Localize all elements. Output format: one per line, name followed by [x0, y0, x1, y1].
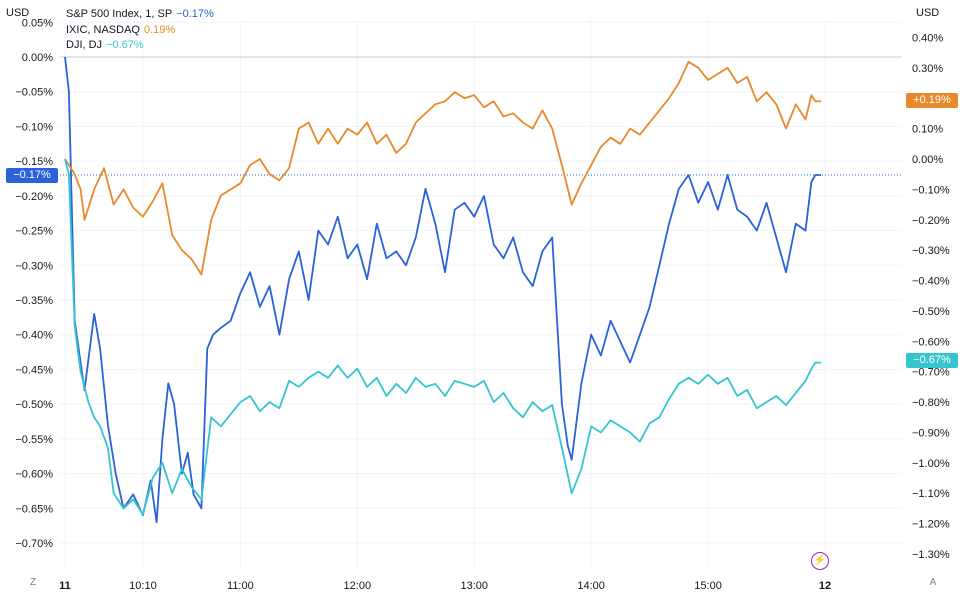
left-axis-tick-label: −0.50%	[15, 399, 53, 411]
legend-value: −0.17%	[176, 8, 214, 20]
right-axis-tick-label: −1.00%	[912, 458, 950, 470]
chart-legend: S&P 500 Index, 1, SP −0.17% IXIC, NASDAQ 0…	[66, 7, 214, 54]
bolt-icon[interactable]: ⚡	[811, 552, 829, 570]
x-axis-tick-label: 12	[819, 580, 831, 592]
x-axis-tick-label: 13:00	[460, 580, 488, 592]
right-axis-tick-label: −0.50%	[912, 306, 950, 318]
legend-item-dji[interactable]: DJI, DJ −0.67%	[66, 38, 214, 54]
x-axis-tick-label: 12:00	[344, 580, 372, 592]
left-axis-tick-label: 0.05%	[22, 17, 53, 29]
right-ixic-value-label: +0.19%	[906, 93, 958, 108]
left-axis-tick-label: −0.30%	[15, 260, 53, 272]
right-dji-value-label: −0.67%	[906, 353, 958, 368]
left-axis-tick-label: −0.60%	[15, 469, 53, 481]
right-axis-tick-label: −0.20%	[912, 215, 950, 227]
right-axis-tick-label: 0.40%	[912, 32, 943, 44]
left-axis-tick-label: −0.65%	[15, 503, 53, 515]
series-line-1	[64, 60, 822, 276]
left-axis-tick-label: −0.10%	[15, 121, 53, 133]
right-axis-tick-label: 0.10%	[912, 124, 943, 136]
right-axis-tick-label: 0.00%	[912, 154, 943, 166]
right-axis-tick-label: −0.80%	[912, 397, 950, 409]
right-axis-tick-label: −0.30%	[912, 245, 950, 257]
auto-scale-left-button[interactable]: Z	[29, 577, 37, 588]
left-axis-tick-label: −0.25%	[15, 226, 53, 238]
series-line-0	[64, 56, 822, 524]
legend-name: IXIC, NASDAQ	[66, 23, 140, 36]
right-axis-tick-label: −0.10%	[912, 184, 950, 196]
x-axis-tick-label: 14:00	[577, 580, 605, 592]
legend-name: DJI, DJ	[66, 39, 103, 51]
right-axis-tick-label: 0.30%	[912, 63, 943, 75]
right-currency-label: USD	[916, 7, 939, 19]
legend-value: 0.19%	[143, 23, 176, 36]
left-current-value-label: −0.17%	[6, 168, 58, 183]
left-currency-label: USD	[6, 7, 29, 19]
series-lines	[64, 56, 822, 524]
right-axis-tick-label: −0.60%	[912, 336, 950, 348]
left-axis-tick-label: −0.55%	[15, 434, 53, 446]
legend-item-spx[interactable]: S&P 500 Index, 1, SP −0.17%	[66, 7, 214, 23]
x-axis-tick-label: 11	[59, 580, 71, 592]
left-axis-tick-label: −0.40%	[15, 330, 53, 342]
x-axis-tick-label: 10:10	[129, 580, 157, 592]
auto-scale-right-button[interactable]: A	[929, 577, 937, 588]
left-axis-tick-label: −0.35%	[15, 295, 53, 307]
left-axis-tick-label: 0.00%	[22, 52, 53, 64]
legend-item-ixic[interactable]: IXIC, NASDAQ 0.19%	[66, 23, 214, 39]
right-axis-tick-label: −0.40%	[912, 276, 950, 288]
right-axis-tick-label: −0.70%	[912, 367, 950, 379]
right-axis-tick-label: −1.20%	[912, 519, 950, 531]
x-axis-tick-label: 11:00	[227, 580, 254, 592]
right-axis-tick-label: −1.30%	[912, 549, 950, 561]
left-axis-tick-label: −0.70%	[15, 538, 53, 550]
legend-value: −0.67%	[106, 39, 144, 51]
grid-lines	[60, 20, 902, 566]
legend-name: S&P 500 Index, 1, SP	[66, 8, 173, 20]
left-axis-tick-label: −0.45%	[15, 364, 53, 376]
left-axis-tick-label: −0.15%	[15, 156, 53, 168]
right-axis-tick-label: −0.90%	[912, 427, 950, 439]
x-axis-tick-label: 15:00	[694, 580, 722, 592]
right-axis-tick-label: −1.10%	[912, 488, 950, 500]
left-axis-tick-label: −0.05%	[15, 87, 53, 99]
left-axis-tick-label: −0.20%	[15, 191, 53, 203]
series-line-2	[64, 158, 822, 516]
